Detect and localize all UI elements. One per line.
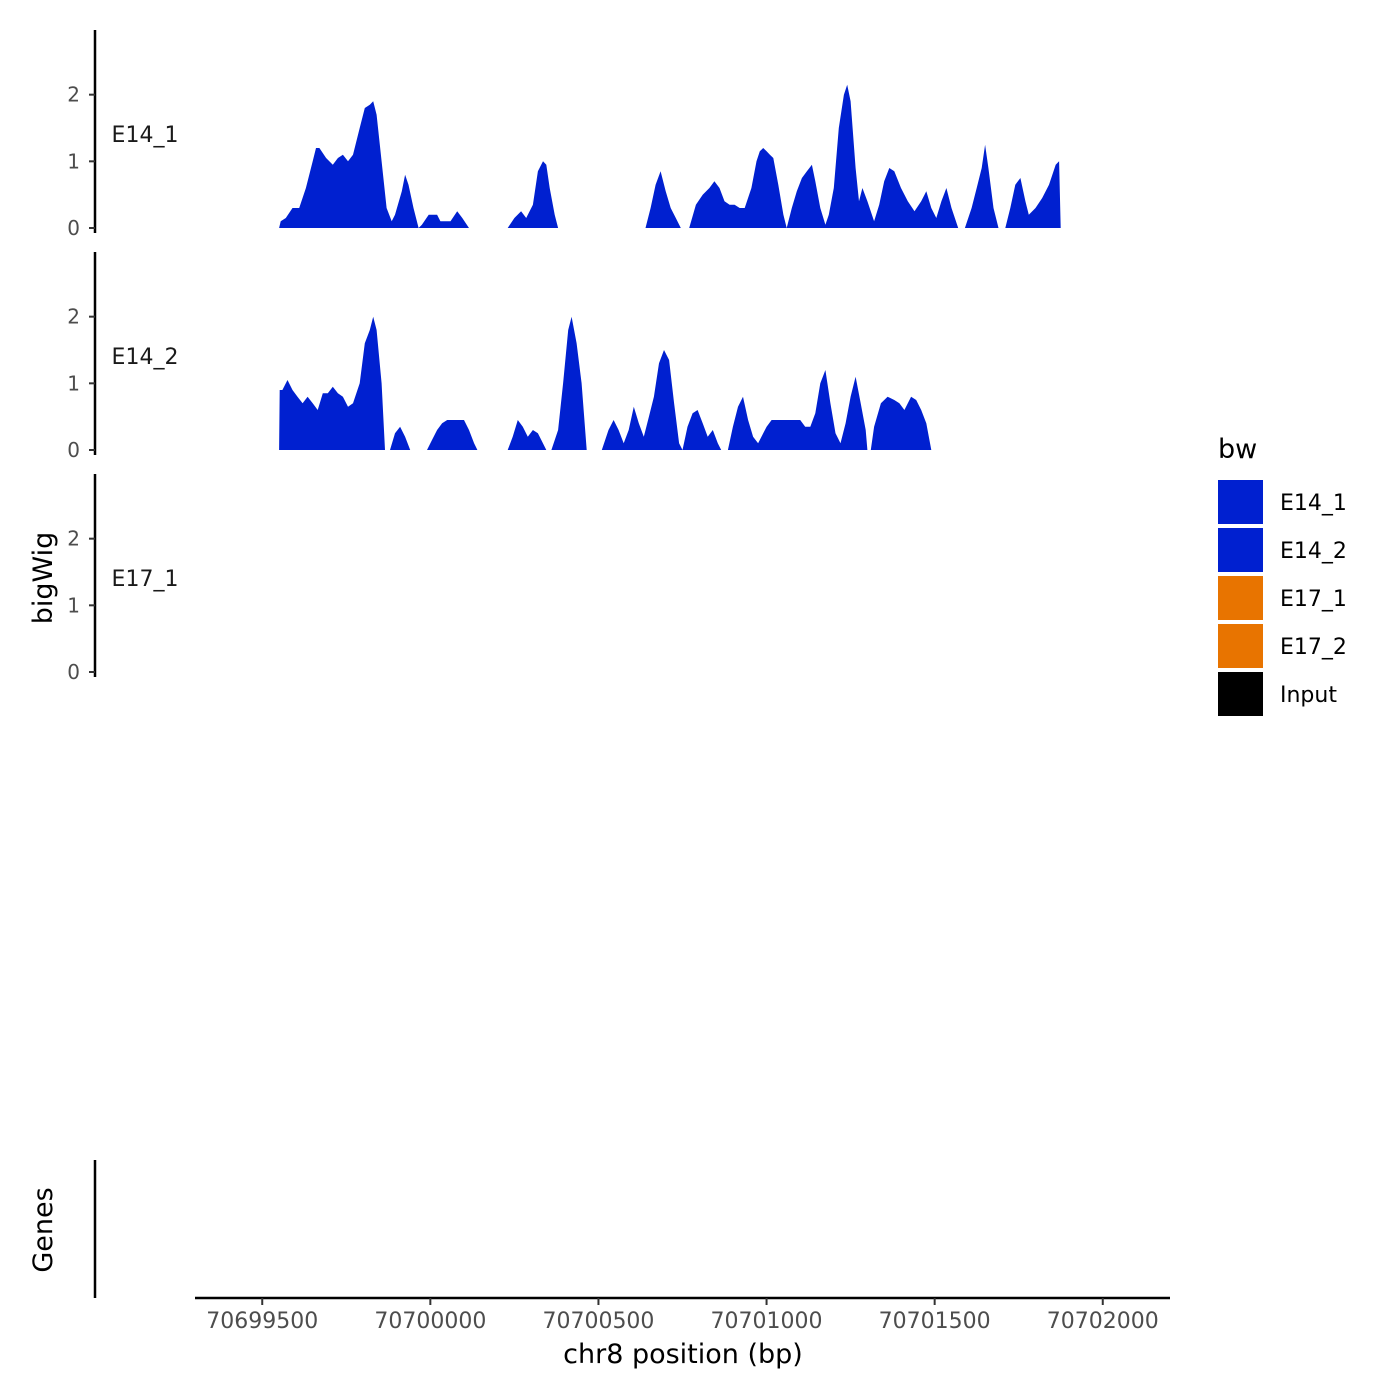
y-tick-label: 1 xyxy=(67,371,80,395)
y-tick-label: 0 xyxy=(67,216,80,240)
legend-title: bw xyxy=(1218,434,1257,465)
y-tick-label: 1 xyxy=(67,149,80,173)
y-axis-title: bigWig xyxy=(28,532,59,625)
x-tick-label: 70701000 xyxy=(711,1309,823,1334)
legend-swatch xyxy=(1218,528,1263,572)
signal-area-E14_2 xyxy=(279,316,932,450)
x-axis: 70699500 70700000 70700500 70701000 70701500… xyxy=(195,1296,1170,1334)
legend-label: E14_1 xyxy=(1280,491,1347,516)
y-tick-label: 2 xyxy=(67,305,80,329)
legend-label: Input xyxy=(1280,683,1337,708)
legend: bw E14_1 E14_2 E17_1 E17_2 Input xyxy=(1218,434,1347,716)
track-panels: 0 1 2 E14_1 0 1 2 E14_2 0 1 2 E17_1 xyxy=(67,30,1063,1298)
legend-swatch xyxy=(1218,672,1263,716)
y-tick-label: 0 xyxy=(67,438,80,462)
legend-swatch xyxy=(1218,480,1263,524)
panel-label: E17_1 xyxy=(112,567,179,592)
x-tick-label: 70702000 xyxy=(1047,1309,1159,1334)
legend-swatch xyxy=(1218,576,1263,620)
genes-axis-title: Genes xyxy=(28,1187,59,1272)
y-tick-label: 2 xyxy=(67,83,80,107)
panel-label: E14_1 xyxy=(112,123,179,148)
panel-E14_2: 0 1 2 E14_2 xyxy=(67,252,932,462)
x-tick-label: 70699500 xyxy=(206,1309,318,1334)
panel-E17_1: 0 1 2 E17_1 xyxy=(67,474,178,684)
legend-label: E17_1 xyxy=(1280,587,1347,612)
legend-label: E14_2 xyxy=(1280,539,1347,564)
signal-area-E14_1 xyxy=(279,84,1063,228)
legend-swatch xyxy=(1218,624,1263,668)
y-tick-label: 1 xyxy=(67,593,80,617)
x-axis-title: chr8 position (bp) xyxy=(563,1339,803,1370)
y-tick-label: 0 xyxy=(67,660,80,684)
panel-E14_1: 0 1 2 E14_1 xyxy=(67,30,1063,240)
x-tick-label: 70700500 xyxy=(542,1309,654,1334)
legend-label: E17_2 xyxy=(1280,635,1347,660)
panel-label: E14_2 xyxy=(112,345,179,370)
x-tick-label: 70701500 xyxy=(879,1309,991,1334)
x-tick-label: 70700000 xyxy=(374,1309,486,1334)
y-tick-label: 2 xyxy=(67,527,80,551)
